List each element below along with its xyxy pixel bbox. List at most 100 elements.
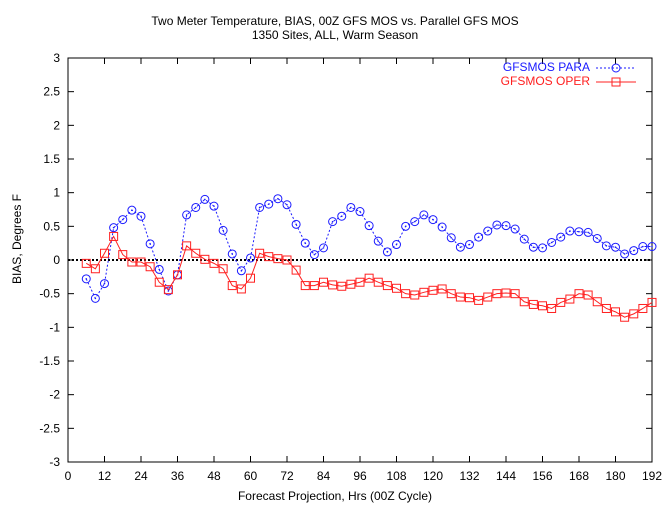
data-point-center — [331, 220, 334, 223]
x-tick-label: 192 — [642, 469, 662, 483]
x-tick-label: 0 — [65, 469, 72, 483]
data-point — [154, 277, 164, 287]
data-point — [592, 297, 602, 307]
data-point — [620, 312, 630, 322]
data-point — [501, 288, 511, 298]
data-point — [556, 297, 566, 307]
data-point-center — [404, 225, 407, 228]
data-point — [218, 264, 228, 274]
data-point — [638, 242, 648, 252]
data-point-center — [140, 215, 142, 218]
data-point — [81, 274, 91, 284]
data-point — [346, 202, 356, 212]
data-point — [465, 240, 474, 250]
data-point — [118, 215, 128, 225]
data-point — [528, 242, 538, 252]
data-point — [81, 258, 91, 268]
data-point — [556, 232, 566, 242]
data-point — [227, 281, 237, 291]
y-tick-label: 1.5 — [43, 152, 60, 166]
data-point — [474, 295, 484, 305]
chart-subtitle: 1350 Sites, ALL, Warm Season — [251, 28, 419, 42]
y-tick-label: 0 — [53, 253, 60, 267]
data-point-center — [559, 236, 562, 238]
data-point — [428, 285, 438, 295]
data-point — [118, 250, 128, 260]
x-tick-label: 60 — [244, 469, 258, 483]
data-point-center — [286, 203, 288, 206]
data-point — [465, 293, 474, 303]
data-point — [300, 238, 310, 248]
data-point — [501, 221, 511, 231]
y-tick-label: -1.5 — [39, 354, 60, 368]
chart-title: Two Meter Temperature, BIAS, 00Z GFS MOS… — [151, 14, 519, 28]
data-point — [647, 242, 657, 252]
data-point — [519, 234, 529, 244]
data-point-center — [596, 237, 599, 240]
data-point — [437, 222, 447, 232]
y-tick-label: 0.5 — [43, 219, 60, 233]
data-point — [455, 292, 465, 302]
data-point-center — [368, 224, 370, 227]
data-point — [583, 290, 593, 300]
data-point — [346, 279, 356, 289]
y-tick-label: -0.5 — [39, 287, 60, 301]
data-point-center — [423, 214, 425, 216]
data-point — [319, 277, 328, 287]
x-tick-label: 168 — [569, 469, 589, 483]
data-point-center — [350, 206, 352, 209]
data-point — [519, 297, 529, 307]
data-point — [355, 207, 365, 217]
data-point-center — [623, 253, 626, 255]
data-point-center — [213, 205, 215, 207]
data-point — [638, 303, 648, 313]
data-point — [629, 246, 639, 256]
data-point-center — [185, 214, 188, 216]
data-point — [629, 309, 639, 319]
y-tick-label: -2.5 — [39, 421, 60, 435]
data-point — [255, 248, 265, 258]
data-point — [100, 248, 109, 258]
data-point — [601, 303, 611, 313]
data-point-center — [167, 290, 170, 292]
x-axis: 0 12 24 36 48 60 72 84 96 108 120 132 144 156 168 180 19… — [65, 58, 662, 483]
x-tick-label: 132 — [459, 469, 479, 483]
x-tick-label: 156 — [532, 469, 552, 483]
y-tick-label: 2 — [53, 118, 60, 132]
data-point-center — [304, 242, 307, 244]
data-point-center — [532, 246, 535, 249]
data-point-center — [505, 224, 507, 227]
data-point-center — [496, 224, 498, 226]
legend-entry-oper: GFSMOS OPER — [500, 74, 590, 88]
legend-marks — [596, 63, 636, 87]
data-point — [446, 233, 456, 243]
data-point-center — [149, 243, 151, 245]
x-axis-label: Forecast Projection, Hrs (00Z Cycle) — [237, 489, 433, 503]
data-point — [437, 284, 447, 294]
data-point-center — [386, 251, 389, 253]
data-point — [163, 285, 173, 295]
data-point — [419, 210, 429, 220]
data-point — [273, 194, 283, 204]
data-point — [328, 280, 338, 290]
data-point-center — [450, 236, 453, 239]
data-point — [191, 248, 201, 258]
data-point — [592, 233, 602, 243]
data-point — [236, 284, 246, 294]
data-point — [200, 254, 210, 264]
x-tick-label: 12 — [98, 469, 112, 483]
data-point — [565, 294, 575, 304]
data-point — [455, 242, 465, 252]
data-point-center — [514, 228, 516, 230]
data-point — [191, 202, 201, 212]
data-point — [583, 227, 593, 237]
data-point — [392, 283, 401, 293]
data-point — [145, 239, 155, 249]
data-point — [291, 265, 301, 275]
data-point-center — [340, 215, 343, 218]
data-point-center — [249, 257, 252, 259]
data-point-center — [605, 245, 608, 247]
data-point — [483, 226, 493, 236]
y-axis-label: BIAS, Degrees F — [10, 193, 24, 285]
